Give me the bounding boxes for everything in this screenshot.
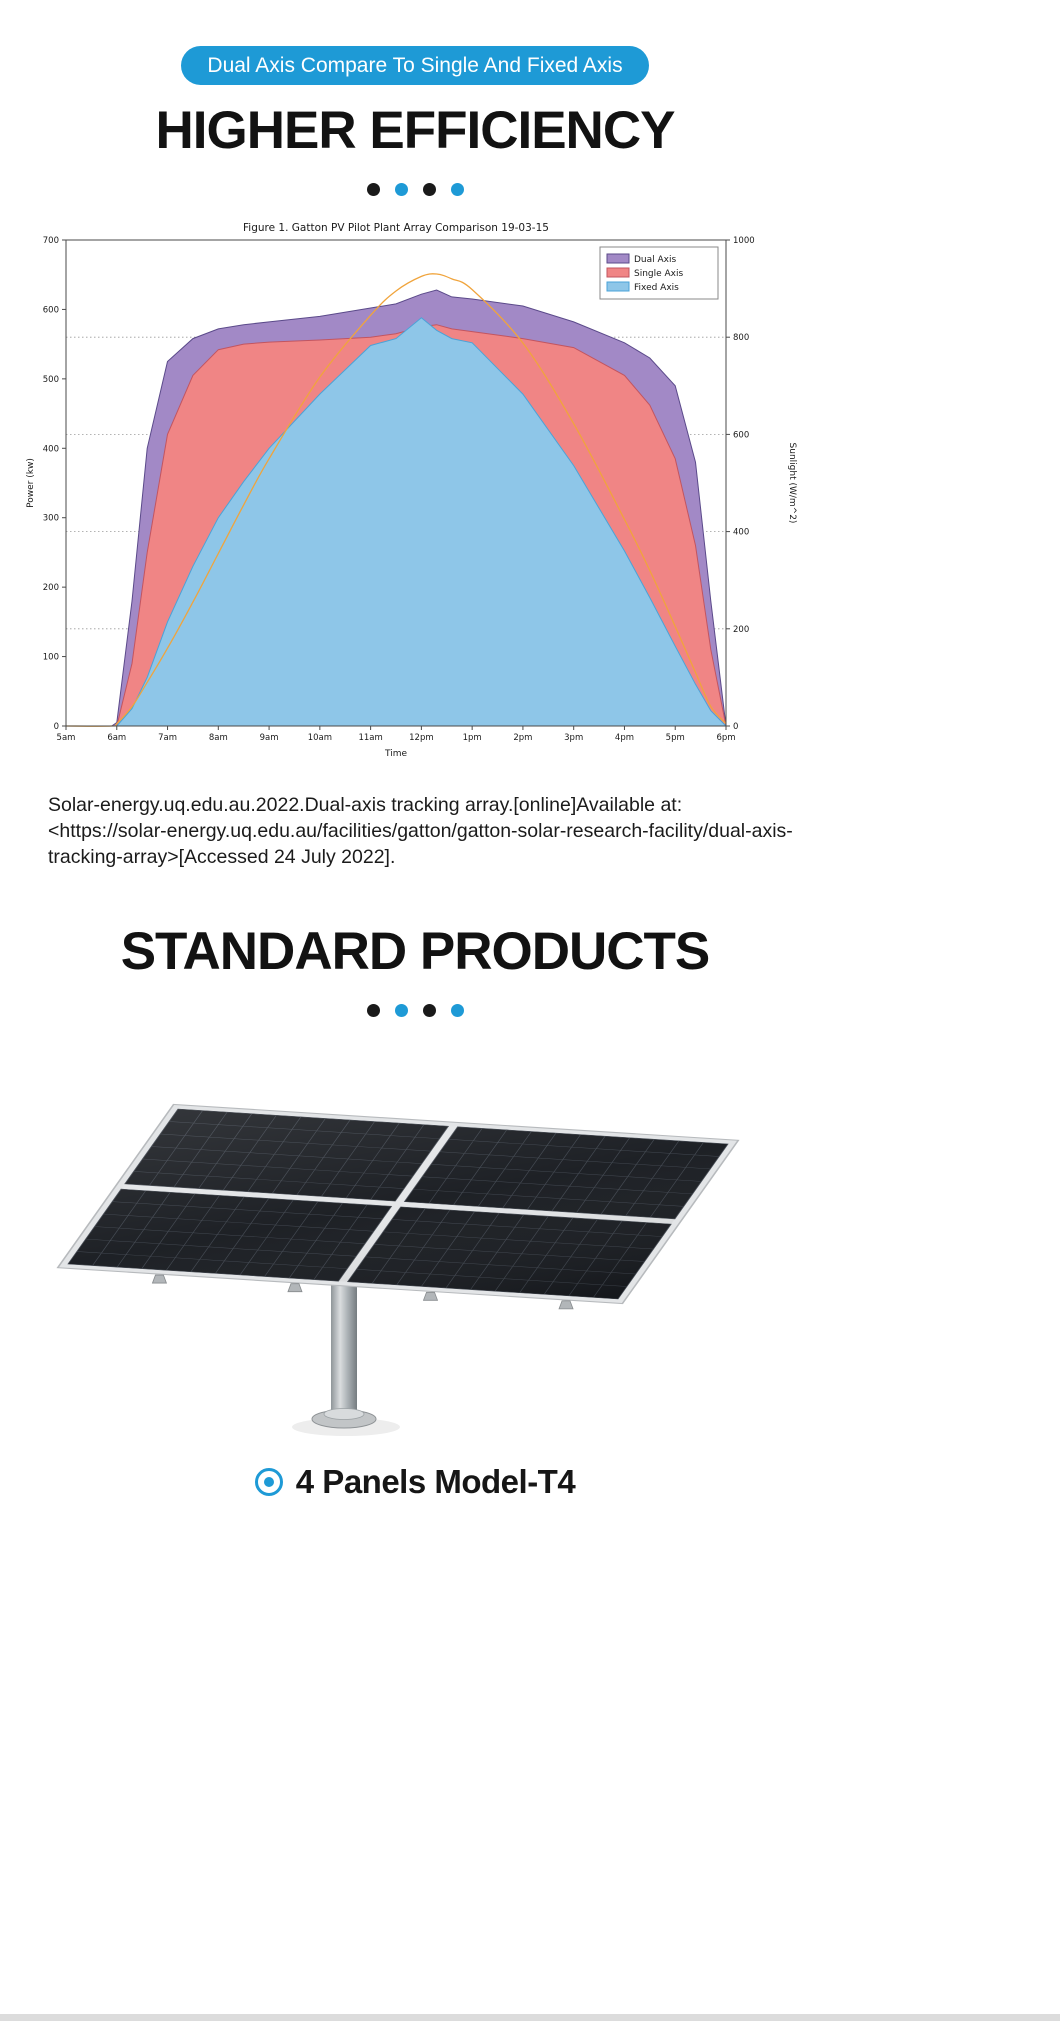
chart-canvas: 0 100 200 300 400 500 600 700 0 200 400 600 800 1000 5… xyxy=(26,222,797,759)
dot xyxy=(366,182,380,196)
y-tick-label-left: 500 xyxy=(43,374,59,384)
legend-swatch-dual-axis xyxy=(606,253,630,264)
solar-array-image: "/> xyxy=(56,1103,740,1436)
x-tick-label: 5am xyxy=(57,733,76,743)
dot xyxy=(394,182,408,196)
x-tick-label: 8am xyxy=(209,733,228,743)
x-tick-label: 6am xyxy=(107,733,126,743)
products-title: STANDARD PRODUCTS xyxy=(120,922,711,982)
dot xyxy=(394,1003,408,1017)
line-sunlight xyxy=(65,272,727,727)
x-tick-label: 3pm xyxy=(564,733,583,743)
y-tick-label-left: 100 xyxy=(43,652,59,662)
x-tick-label: 10am xyxy=(308,733,332,743)
x-tick-label: 9am xyxy=(260,733,279,743)
product-image: "/> xyxy=(28,1089,808,1449)
efficiency-title: HIGHER EFFICIENCY xyxy=(155,101,676,160)
x-tick-label: 6pm xyxy=(716,733,735,743)
x-tick-label: 12pm xyxy=(409,733,434,743)
panel-mount-foot xyxy=(422,1291,439,1301)
panel-array xyxy=(56,1103,740,1304)
y-tick-label-right: 200 xyxy=(733,624,749,634)
chart-title: Figure 1. Gatton PV Pilot Plant Array Co… xyxy=(243,222,549,234)
product-label: 4 Panels Model-T4 xyxy=(295,1462,576,1500)
legend-swatch-fixed-axis xyxy=(606,281,630,292)
y-axis-label-left: Power (kw) xyxy=(26,458,36,508)
solar-panels xyxy=(67,1108,729,1299)
dots-divider-bottom xyxy=(366,1003,464,1017)
area-fixed-axis xyxy=(66,316,728,727)
y-tick-label-right: 400 xyxy=(733,527,749,537)
legend-label: Dual Axis xyxy=(634,255,676,265)
mounting-feet xyxy=(151,1274,574,1309)
x-tick-label: 4pm xyxy=(615,733,634,743)
bottom-divider xyxy=(0,2014,1060,2021)
dot xyxy=(366,1003,380,1017)
badge-label: Dual Axis Compare To Single And Fixed Ax… xyxy=(207,54,623,77)
panel-mount-foot xyxy=(151,1274,168,1284)
y-axis-label-right: Sunlight (W/m^2) xyxy=(787,442,797,523)
legend-label: Fixed Axis xyxy=(634,283,679,293)
y-tick-label-right: 1000 xyxy=(733,236,755,246)
x-tick-label: 7am xyxy=(158,733,177,743)
section-badge: Dual Axis Compare To Single And Fixed Ax… xyxy=(181,46,649,85)
legend-swatch-single-axis xyxy=(606,267,630,278)
legend-label: Single Axis xyxy=(634,269,684,279)
dot xyxy=(450,182,464,196)
dot xyxy=(422,1003,436,1017)
panel-sheen xyxy=(67,1108,729,1299)
product-label-row: 4 Panels Model-T4 xyxy=(254,1462,576,1501)
y-tick-label-left: 400 xyxy=(43,444,59,454)
y-tick-label-left: 600 xyxy=(43,305,59,315)
y-tick-label-right: 0 xyxy=(733,722,738,732)
x-tick-label: 11am xyxy=(358,733,382,743)
target-icon xyxy=(254,1467,283,1496)
pv-comparison-chart: 0 100 200 300 400 500 600 700 0 200 400 600 800 1000 5… xyxy=(20,218,800,774)
y-tick-label-right: 600 xyxy=(733,430,749,440)
x-tick-label: 5pm xyxy=(666,733,685,743)
y-tick-label-left: 200 xyxy=(43,583,59,593)
y-tick-label-right: 800 xyxy=(733,333,749,343)
citation-text: Solar-energy.uq.edu.au.2022.Dual-axis tr… xyxy=(48,793,793,868)
y-tick-label-left: 700 xyxy=(43,236,59,246)
dot xyxy=(422,182,436,196)
panel-mount-foot xyxy=(287,1282,303,1292)
content-column: Dual Axis Compare To Single And Fixed Ax… xyxy=(0,0,830,1501)
panel-mount-foot xyxy=(558,1300,574,1309)
plot-frame xyxy=(65,239,727,727)
dots-divider-top xyxy=(366,182,464,196)
dot xyxy=(450,1003,464,1017)
y-tick-label-left: 0 xyxy=(54,722,59,732)
y-tick-label-left: 300 xyxy=(43,513,59,523)
x-tick-label: 2pm xyxy=(513,733,532,743)
x-tick-label: 1pm xyxy=(463,733,482,743)
pole-base-flange xyxy=(323,1407,365,1420)
x-axis-label: Time xyxy=(384,749,407,759)
